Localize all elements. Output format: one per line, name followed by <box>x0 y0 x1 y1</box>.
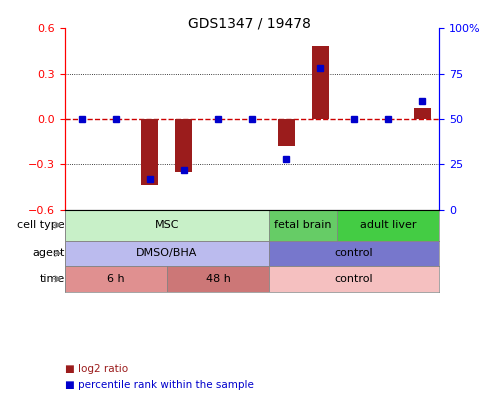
Text: ■ log2 ratio: ■ log2 ratio <box>65 364 128 373</box>
Text: 6 h: 6 h <box>107 274 125 284</box>
Text: control: control <box>335 274 373 284</box>
Text: cell type: cell type <box>17 220 65 230</box>
Text: control: control <box>335 248 373 258</box>
Text: fetal brain: fetal brain <box>274 220 332 230</box>
Bar <box>311 47 328 119</box>
Text: adult liver: adult liver <box>360 220 416 230</box>
FancyBboxPatch shape <box>269 241 439 266</box>
FancyBboxPatch shape <box>65 266 167 292</box>
Bar <box>141 119 159 185</box>
FancyBboxPatch shape <box>65 209 269 241</box>
Text: MSC: MSC <box>155 220 179 230</box>
FancyBboxPatch shape <box>65 241 269 266</box>
Text: agent: agent <box>32 248 65 258</box>
FancyBboxPatch shape <box>269 209 337 241</box>
Text: ■ percentile rank within the sample: ■ percentile rank within the sample <box>65 380 254 390</box>
Text: 48 h: 48 h <box>206 274 231 284</box>
Text: DMSO/BHA: DMSO/BHA <box>136 248 198 258</box>
FancyBboxPatch shape <box>167 266 269 292</box>
Bar <box>277 119 294 146</box>
Bar <box>414 109 431 119</box>
FancyBboxPatch shape <box>269 266 439 292</box>
Text: GDS1347 / 19478: GDS1347 / 19478 <box>188 16 311 30</box>
FancyBboxPatch shape <box>337 209 439 241</box>
Bar <box>176 119 193 172</box>
Text: time: time <box>39 274 65 284</box>
